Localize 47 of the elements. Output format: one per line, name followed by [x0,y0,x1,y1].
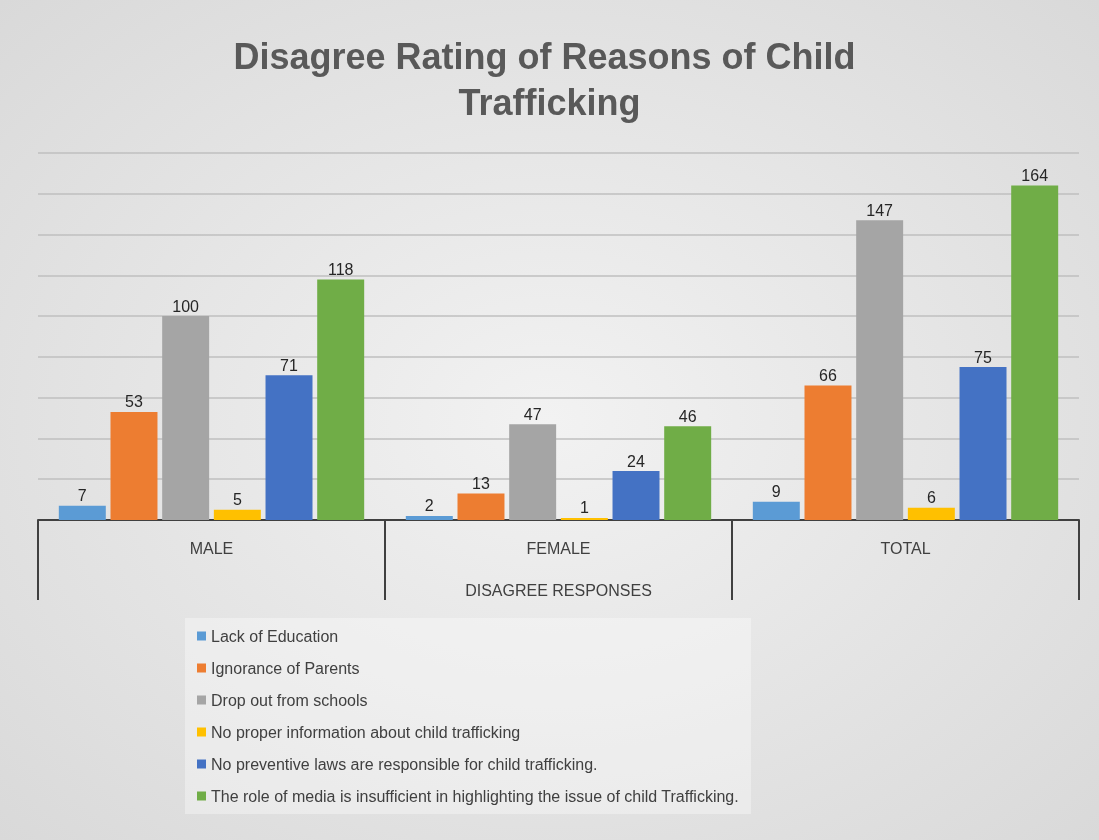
data-label: 13 [472,474,490,492]
bar [265,375,313,520]
data-label: 71 [280,356,299,374]
data-label: 9 [771,483,781,501]
legend-label: No preventive laws are responsible for child trafficking. [211,755,598,773]
data-label: 5 [232,491,242,509]
x-axis-title: DISAGREE RESPONSES [465,581,652,599]
bar [907,507,955,520]
legend-label: No proper information about child trafficking [211,723,521,741]
bar [162,316,210,520]
bar [457,493,505,520]
data-label: 118 [327,260,354,278]
data-label: 75 [974,348,993,366]
bar [405,515,453,520]
data-label: 7 [77,487,87,505]
bar [856,220,904,520]
bar [560,517,608,520]
data-label: 6 [926,489,936,507]
bar [213,509,261,520]
bar [317,279,365,520]
x-tick-label: MALE [189,539,234,557]
bar [664,426,712,520]
legend-label: Ignorance of Parents [211,659,360,677]
chart-title: Disagree Rating of Reasons of Child Trafficking [233,35,866,123]
data-label: 47 [523,405,542,423]
x-tick-label: FEMALE [526,539,591,557]
bar [110,411,158,520]
data-label: 46 [678,407,697,425]
bar [58,505,106,520]
legend-label: The role of media is insufficient in highlighting the issue of child Trafficking. [211,787,739,805]
data-label: 53 [125,393,143,411]
bar [752,501,800,520]
data-label: 24 [627,452,646,470]
bar [509,424,557,520]
data-label: 1 [579,499,589,517]
bar [1011,185,1059,520]
bar [804,385,852,520]
x-tick-label: TOTAL [880,539,931,557]
data-label: 66 [819,366,837,384]
data-label: 164 [1021,167,1049,185]
data-label: 2 [424,497,434,515]
legend-label: Drop out from schools [211,691,368,709]
bar [612,471,660,520]
legend-label: Lack of Education [211,627,339,645]
bar [959,367,1007,520]
data-label: 100 [172,297,200,315]
data-label: 147 [866,201,894,219]
